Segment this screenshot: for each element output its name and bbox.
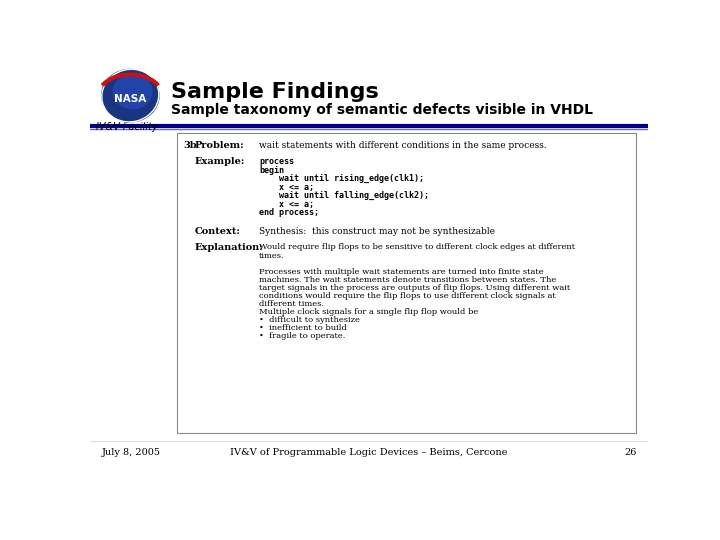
Text: Sample Findings: Sample Findings [171,82,379,102]
Text: IV&V of Programmable Logic Devices – Beims, Cercone: IV&V of Programmable Logic Devices – Bei… [230,448,508,457]
Ellipse shape [113,75,152,109]
Text: NASA: NASA [114,93,146,104]
Text: •  fragile to operate.: • fragile to operate. [259,333,346,340]
Text: •  inefficient to build: • inefficient to build [259,325,347,332]
Text: end process;: end process; [259,208,319,217]
Text: 26: 26 [624,448,636,457]
Text: Explanation:: Explanation: [194,244,264,252]
Text: wait until falling_edge(clk2);: wait until falling_edge(clk2); [259,191,429,200]
Text: Multiple clock signals for a single flip flop would be: Multiple clock signals for a single flip… [259,308,478,316]
Text: Processes with multiple wait statements are turned into finite state: Processes with multiple wait statements … [259,268,544,276]
Text: July 8, 2005: July 8, 2005 [102,448,161,457]
Text: Problem:: Problem: [194,141,244,150]
FancyBboxPatch shape [177,132,636,433]
Text: Synthesis:  this construct may not be synthesizable: Synthesis: this construct may not be syn… [259,226,495,235]
Text: •  difficult to synthesize: • difficult to synthesize [259,316,360,324]
Text: 3b: 3b [183,141,197,150]
Text: wait until rising_edge(clk1);: wait until rising_edge(clk1); [259,174,424,183]
Text: x <= a;: x <= a; [259,183,314,192]
Text: process: process [259,157,294,166]
Text: Sample taxonomy of semantic defects visible in VHDL: Sample taxonomy of semantic defects visi… [171,103,593,117]
Text: different times.: different times. [259,300,324,308]
Text: target signals in the process are outputs of flip flops. Using different wait: target signals in the process are output… [259,284,570,292]
Text: machines. The wait statements denote transitions between states. The: machines. The wait statements denote tra… [259,276,557,284]
Text: conditions would require the flip flops to use different clock signals at: conditions would require the flip flops … [259,292,556,300]
Text: Example:: Example: [194,157,245,166]
Text: Context:: Context: [194,226,240,235]
Text: Would require flip flops to be sensitive to different clock edges at different: Would require flip flops to be sensitive… [259,244,575,252]
Text: IV&V Facility: IV&V Facility [96,122,158,132]
Text: times.: times. [259,252,284,260]
Text: wait statements with different conditions in the same process.: wait statements with different condition… [259,141,546,150]
Text: begin: begin [259,166,284,174]
Ellipse shape [102,70,159,122]
Text: x <= a;: x <= a; [259,200,314,208]
